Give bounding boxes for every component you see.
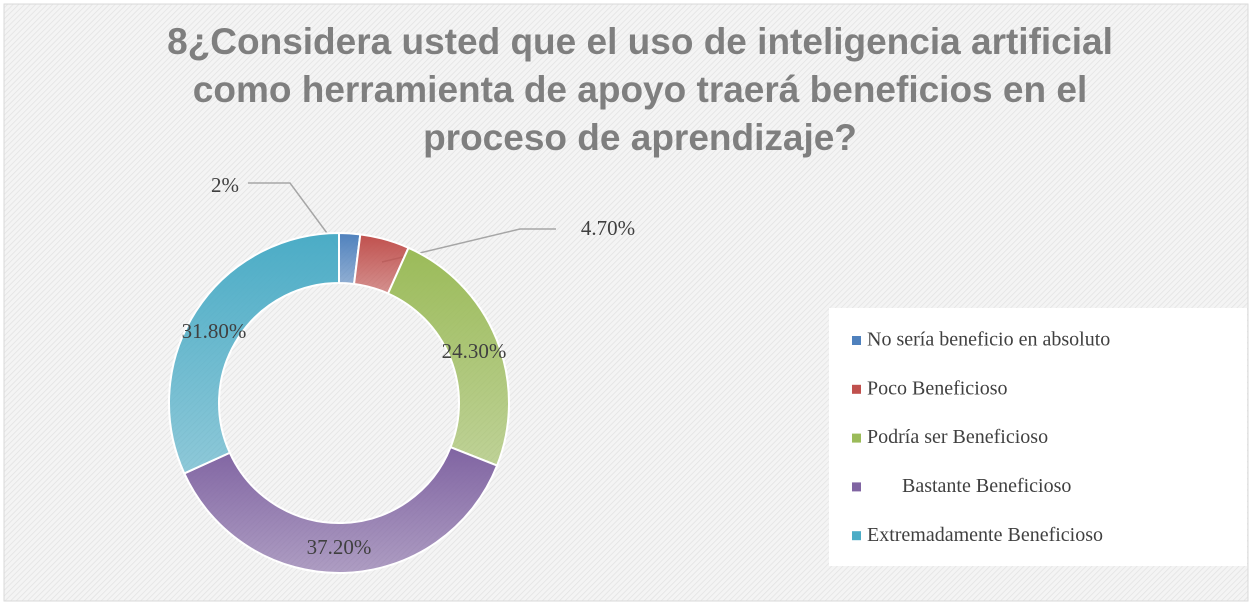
chart-title: 8¿Considera usted que el uso de intelige… — [167, 21, 1113, 158]
donut-slice — [168, 231, 340, 475]
data-label: 4.70% — [581, 216, 635, 240]
legend-box — [829, 308, 1247, 566]
data-label: 37.20% — [307, 535, 372, 559]
legend-label: Bastante Beneficioso — [902, 475, 1071, 497]
legend-marker — [852, 336, 861, 345]
leader-line — [248, 182, 339, 249]
legend-marker — [852, 433, 861, 443]
legend-label: Podría ser Beneficioso — [867, 426, 1048, 448]
donut-slice — [182, 445, 499, 574]
legend-marker — [852, 531, 861, 541]
legend-label: Poco Beneficioso — [867, 377, 1008, 399]
legend-label: Extremadamente Beneficioso — [867, 524, 1103, 546]
data-label: 2% — [211, 173, 239, 197]
data-label: 24.30% — [442, 339, 507, 363]
data-label: 31.80% — [182, 319, 247, 343]
legend-marker — [852, 482, 861, 492]
legend-label: No sería beneficio en absoluto — [867, 329, 1110, 351]
leader-line — [381, 228, 556, 263]
legend-marker — [852, 384, 861, 394]
